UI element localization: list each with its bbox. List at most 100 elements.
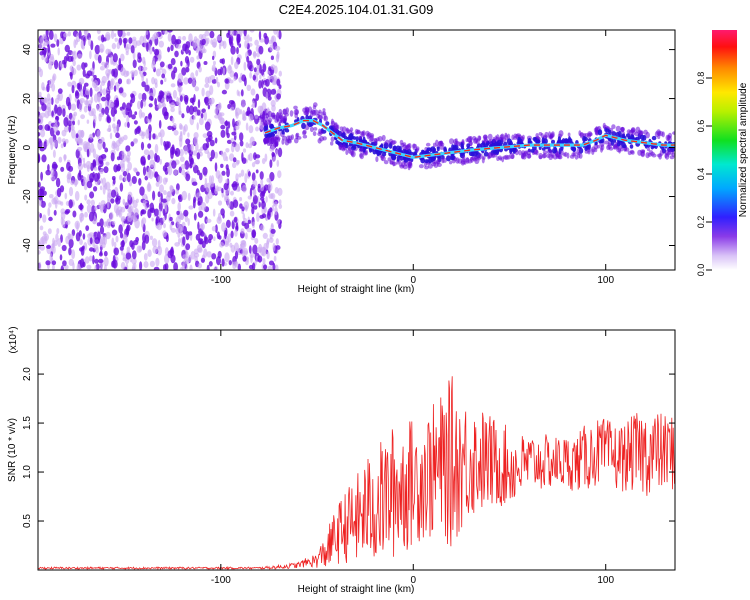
noise-point (115, 145, 120, 152)
noise-point (179, 149, 184, 157)
noise-point (166, 234, 169, 243)
noise-point (84, 30, 88, 35)
noise-point (230, 190, 234, 196)
ridge-scatter-point (340, 132, 346, 138)
noise-point (203, 96, 209, 104)
ridge-scatter-point (618, 147, 622, 154)
noise-point (161, 73, 166, 79)
noise-point (88, 211, 94, 222)
noise-point (252, 179, 258, 187)
noise-point (226, 167, 230, 178)
noise-point (226, 132, 230, 139)
noise-point (133, 120, 138, 125)
noise-point (82, 233, 86, 240)
noise-point (133, 217, 138, 222)
noise-point (85, 88, 90, 96)
noise-point (102, 234, 106, 245)
noise-point (158, 40, 164, 48)
noise-point (125, 51, 129, 56)
noise-point (197, 99, 201, 109)
noise-point (171, 160, 177, 169)
noise-point (261, 246, 267, 257)
ridge-scatter-point (616, 141, 621, 147)
noise-point (256, 212, 260, 223)
noise-point (70, 103, 77, 111)
noise-point (62, 59, 66, 65)
noise-point (201, 87, 205, 97)
noise-point (48, 216, 53, 222)
noise-point (257, 255, 263, 263)
noise-point (151, 60, 156, 70)
noise-point (220, 208, 225, 216)
noise-point (128, 194, 131, 201)
noise-point (185, 173, 191, 182)
noise-point (211, 67, 216, 72)
noise-point (68, 233, 74, 240)
noise-point (230, 56, 234, 66)
noise-point (103, 256, 109, 267)
ridge-scatter-point (562, 152, 566, 157)
noise-point (265, 78, 270, 87)
noise-point (243, 247, 248, 256)
noise-point (140, 141, 145, 151)
noise-point (149, 260, 155, 268)
ridge-scatter-point (475, 138, 480, 145)
noise-point (237, 91, 241, 97)
noise-point (94, 205, 98, 211)
ridge-scatter-point (607, 143, 612, 150)
noise-point (182, 254, 188, 260)
ridge-scatter-point (269, 142, 273, 147)
noise-point (78, 30, 82, 39)
noise-point (105, 31, 111, 41)
noise-point (228, 64, 232, 71)
noise-point (54, 59, 59, 70)
noise-point (52, 237, 55, 246)
noise-point (63, 117, 69, 127)
noise-point (219, 242, 225, 248)
noise-point (174, 50, 179, 58)
ridge-scatter-point (348, 133, 353, 140)
noise-point (278, 70, 282, 77)
noise-point (202, 143, 208, 151)
noise-point (38, 250, 41, 255)
noise-point (170, 58, 176, 66)
noise-point (254, 154, 261, 159)
noise-point (214, 151, 219, 159)
noise-point (50, 43, 56, 48)
noise-point (212, 208, 216, 217)
noise-point (94, 86, 100, 92)
noise-point (252, 221, 255, 229)
noise-point (94, 44, 101, 55)
noise-point (148, 95, 154, 101)
noise-point (68, 124, 71, 133)
noise-point (116, 156, 121, 161)
noise-point (78, 103, 83, 112)
noise-point (242, 116, 247, 121)
noise-point (115, 197, 121, 205)
ridge-scatter-point (620, 126, 625, 132)
noise-point (183, 145, 189, 155)
noise-point (78, 169, 82, 178)
noise-point (86, 180, 93, 189)
spectrogram-y-ticks: -40 -20 0 20 40 (22, 44, 675, 253)
ridge-scatter-point (404, 150, 410, 155)
noise-point (157, 191, 161, 198)
noise-point (221, 222, 227, 233)
noise-point (236, 37, 241, 42)
noise-point (131, 176, 137, 184)
noise-point (190, 143, 194, 152)
noise-point (94, 237, 100, 245)
ridge-scatter-point (281, 129, 285, 135)
snr-plot-frame (37, 329, 676, 571)
noise-point (249, 30, 255, 33)
noise-point (187, 192, 191, 201)
ridge-scatter-point (313, 102, 318, 108)
noise-point (241, 157, 247, 164)
noise-point (147, 208, 152, 219)
noise-point (214, 188, 218, 195)
ridge-scatter-point (264, 133, 269, 139)
noise-point (38, 240, 41, 245)
y-tick-label: 0 (22, 144, 33, 150)
noise-point (132, 59, 137, 69)
noise-point (177, 72, 184, 83)
